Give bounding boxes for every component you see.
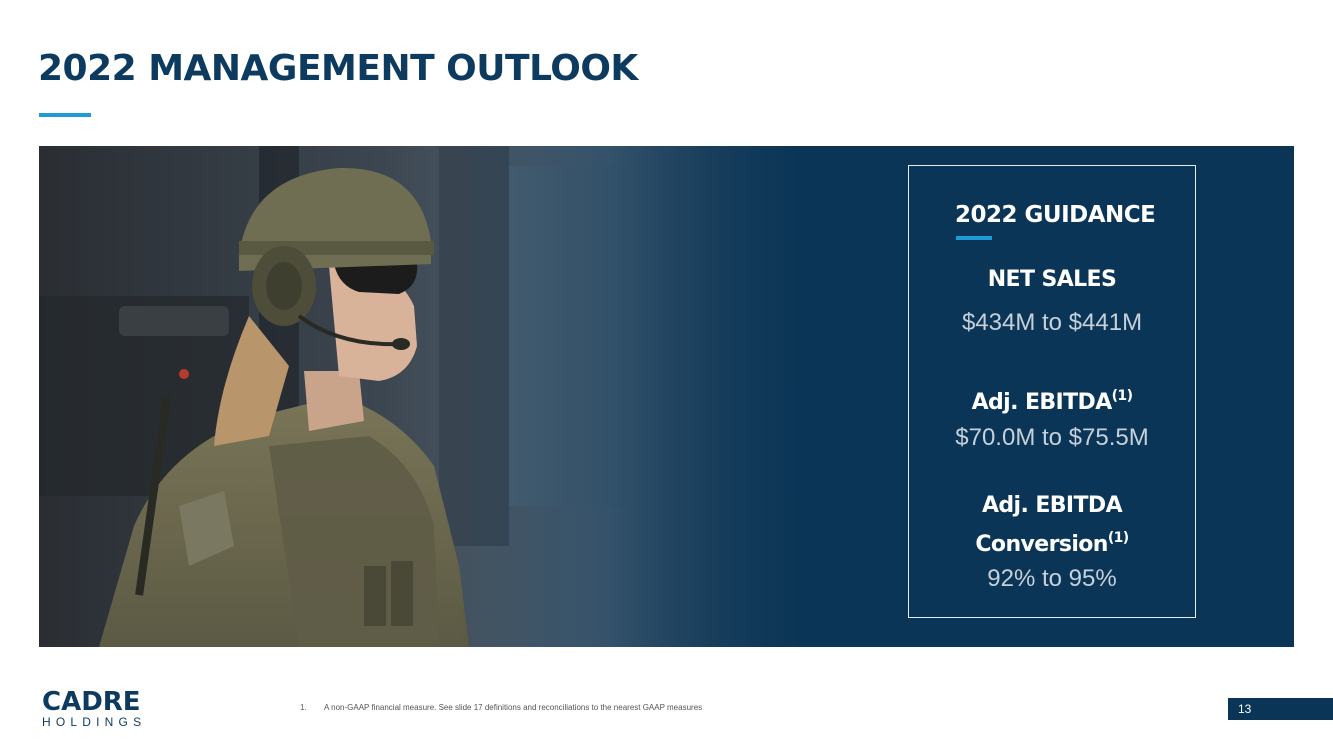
adj-ebitda-conversion-label-line1: Adj. EBITDA: [981, 493, 1123, 518]
adj-ebitda-label-text: Adj. EBITDA: [971, 390, 1113, 415]
guidance-heading: 2022 GUIDANCE: [955, 202, 1156, 228]
footnote: 1. A non-GAAP financial measure. See slid…: [300, 703, 702, 712]
net-sales-value: $434M to $441M: [961, 309, 1143, 336]
page-number-bar: 13: [1228, 698, 1333, 720]
hero-panel: 2022 GUIDANCE NET SALES $434M to $441M A…: [39, 146, 1294, 647]
adj-ebitda-conversion-label-text: Conversion: [975, 532, 1108, 557]
page-number: 13: [1238, 702, 1252, 716]
logo-wordmark: CADRE: [42, 687, 141, 717]
adj-ebitda-label: Adj. EBITDA(1): [909, 380, 1195, 419]
adj-ebitda-conversion-footnote-mark: (1): [1107, 530, 1129, 546]
page-title: 2022 MANAGEMENT OUTLOOK: [38, 48, 638, 89]
officer-photo: [39, 146, 799, 647]
guidance-accent-bar: [956, 236, 992, 240]
adj-ebitda-conversion-label-line2: Conversion(1): [909, 522, 1195, 561]
adj-ebitda-footnote-mark: (1): [1111, 388, 1133, 404]
title-accent-bar: [39, 113, 91, 117]
footnote-text: A non-GAAP financial measure. See slide …: [324, 703, 703, 712]
footnote-number: 1.: [300, 703, 307, 712]
adj-ebitda-value: $70.0M to $75.5M: [955, 424, 1149, 451]
company-logo: CADRE HOLDINGS: [42, 689, 146, 729]
net-sales-label: NET SALES: [987, 267, 1117, 292]
logo-subtitle: HOLDINGS: [42, 715, 147, 729]
guidance-box: 2022 GUIDANCE NET SALES $434M to $441M A…: [908, 165, 1196, 618]
adj-ebitda-conversion-value: 92% to 95%: [987, 565, 1117, 592]
